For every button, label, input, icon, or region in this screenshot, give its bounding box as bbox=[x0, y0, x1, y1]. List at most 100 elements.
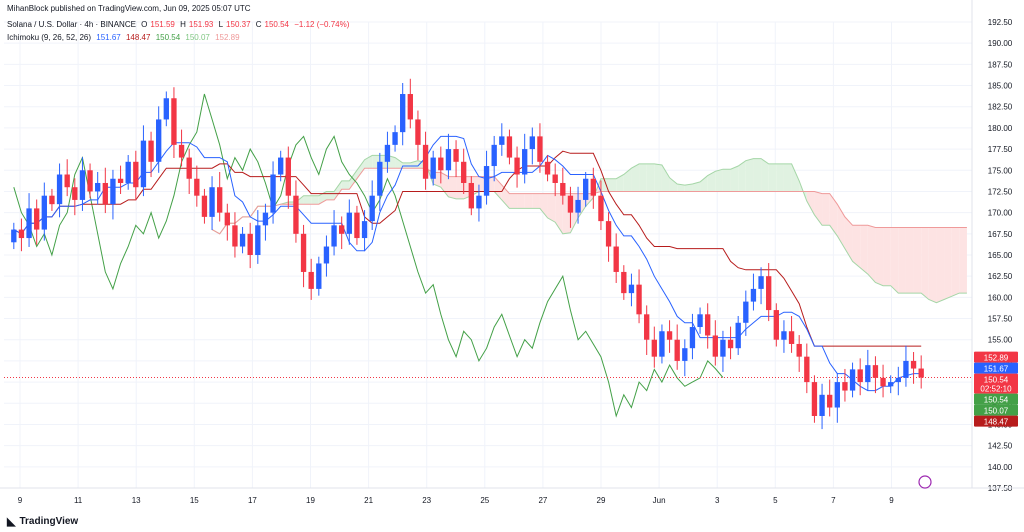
candle-body bbox=[72, 187, 78, 200]
tenkan-sen-line bbox=[13, 135, 922, 392]
candle-body bbox=[232, 225, 238, 247]
price-label-tag bbox=[974, 404, 1018, 416]
tradingview-logo[interactable]: ◣ TradingView bbox=[7, 515, 78, 528]
price-label-value: 148.47 bbox=[984, 418, 1009, 427]
price-tick-label: 162.50 bbox=[988, 272, 1013, 281]
candle-body bbox=[247, 233, 253, 255]
candle-body bbox=[270, 174, 276, 213]
cloud-segment bbox=[448, 176, 457, 199]
cloud-segment bbox=[905, 227, 914, 294]
cloud-segment bbox=[722, 169, 731, 192]
candle-body bbox=[849, 369, 856, 391]
cloud-segment bbox=[684, 184, 693, 192]
time-axis[interactable]: 9 11 13 15 17 19 21 23 25 27 29 Jun 3 5 7 9 bbox=[0, 487, 1024, 505]
candle-body bbox=[407, 94, 413, 120]
cloud-segment bbox=[913, 227, 922, 294]
span-b-value: 152.89 bbox=[215, 33, 240, 42]
cloud-segment bbox=[532, 193, 540, 209]
candle-body bbox=[339, 225, 345, 234]
price-label-value: 151.67 bbox=[984, 365, 1009, 374]
candle-body bbox=[750, 288, 757, 302]
candle-body bbox=[102, 182, 108, 205]
cloud-segment bbox=[921, 227, 929, 300]
cloud-segment bbox=[844, 216, 853, 262]
price-label-value: 150.07 bbox=[984, 407, 1009, 416]
high-label: H bbox=[180, 20, 186, 29]
candle-body bbox=[468, 182, 474, 209]
cloud-segment bbox=[646, 163, 655, 192]
kijun-value: 148.47 bbox=[125, 33, 151, 42]
candle-body bbox=[560, 182, 566, 196]
candle-body bbox=[491, 144, 497, 167]
candle-body bbox=[666, 331, 673, 340]
candle-body bbox=[163, 98, 169, 120]
candle-body bbox=[628, 284, 635, 294]
cloud-segment bbox=[829, 193, 838, 236]
cloud-segment bbox=[661, 164, 670, 192]
candle-body bbox=[781, 331, 787, 340]
cloud-segment bbox=[791, 163, 800, 192]
time-tick-label: 25 bbox=[480, 496, 489, 505]
candle-body bbox=[186, 157, 192, 179]
candle-body bbox=[636, 284, 642, 315]
price-labels: 152.89151.67150.5402:52:10150.54150.0714… bbox=[918, 351, 1018, 489]
cloud-segment bbox=[890, 227, 899, 294]
cloud-segment bbox=[334, 180, 342, 200]
candle-body bbox=[369, 195, 375, 222]
cloud-segment bbox=[761, 158, 769, 192]
price-tick-label: 142.50 bbox=[988, 442, 1013, 451]
candle-body bbox=[392, 132, 398, 145]
cloud-segment bbox=[349, 170, 357, 190]
cloud-segment bbox=[700, 175, 708, 192]
candle-body bbox=[522, 149, 528, 175]
candle-body bbox=[865, 365, 871, 383]
candle-body bbox=[461, 161, 467, 183]
price-tick-label: 165.00 bbox=[988, 251, 1013, 260]
candle-body bbox=[178, 144, 185, 158]
cloud-segment bbox=[509, 193, 518, 209]
indicator-legend[interactable]: Ichimoku (9, 26, 52, 26) 151.67 148.47 1… bbox=[7, 33, 243, 42]
cloud-segment bbox=[356, 159, 365, 179]
time-tick-label: Jun bbox=[653, 496, 666, 505]
cloud-segment bbox=[395, 157, 403, 169]
price-tick-label: 155.00 bbox=[988, 336, 1013, 345]
cloud-segment bbox=[669, 177, 678, 192]
candle-body bbox=[453, 149, 459, 162]
candle-body bbox=[41, 195, 47, 230]
time-tick-label: 11 bbox=[74, 496, 83, 505]
cloud-segment bbox=[852, 225, 861, 268]
candle-body bbox=[430, 157, 436, 179]
candle-body bbox=[659, 331, 665, 357]
cloud-segment bbox=[867, 225, 876, 283]
candle-body bbox=[720, 339, 726, 357]
candle-body bbox=[567, 195, 574, 213]
candle-body bbox=[903, 360, 909, 378]
candle-body bbox=[26, 208, 32, 239]
candle-body bbox=[438, 157, 444, 171]
candle-body bbox=[918, 368, 924, 378]
candle-body bbox=[590, 178, 596, 196]
cloud-segment bbox=[600, 178, 609, 192]
candle-body bbox=[34, 208, 40, 230]
symbol-legend[interactable]: Solana / U.S. Dollar · 4h · BINANCE O 151… bbox=[7, 20, 352, 29]
price-tick-label: 167.50 bbox=[988, 230, 1013, 239]
candle-body bbox=[445, 149, 452, 171]
close-label: C bbox=[255, 20, 262, 29]
price-label-tag bbox=[974, 415, 1018, 427]
price-tick-label: 185.00 bbox=[988, 82, 1013, 91]
candle-body bbox=[95, 182, 101, 192]
cloud-segment bbox=[883, 227, 891, 286]
senkou-span-b-line bbox=[211, 167, 967, 235]
candle-body bbox=[735, 322, 741, 349]
candle-body bbox=[575, 199, 581, 213]
candle-body bbox=[79, 170, 86, 200]
cloud-segment bbox=[608, 178, 617, 192]
cloud-segment bbox=[875, 227, 884, 286]
candle-body bbox=[49, 195, 55, 205]
candle-body bbox=[598, 195, 604, 222]
candle-body bbox=[872, 365, 879, 378]
cloud-segment bbox=[547, 193, 556, 223]
candle-body bbox=[766, 276, 772, 311]
candle-body bbox=[194, 178, 200, 196]
